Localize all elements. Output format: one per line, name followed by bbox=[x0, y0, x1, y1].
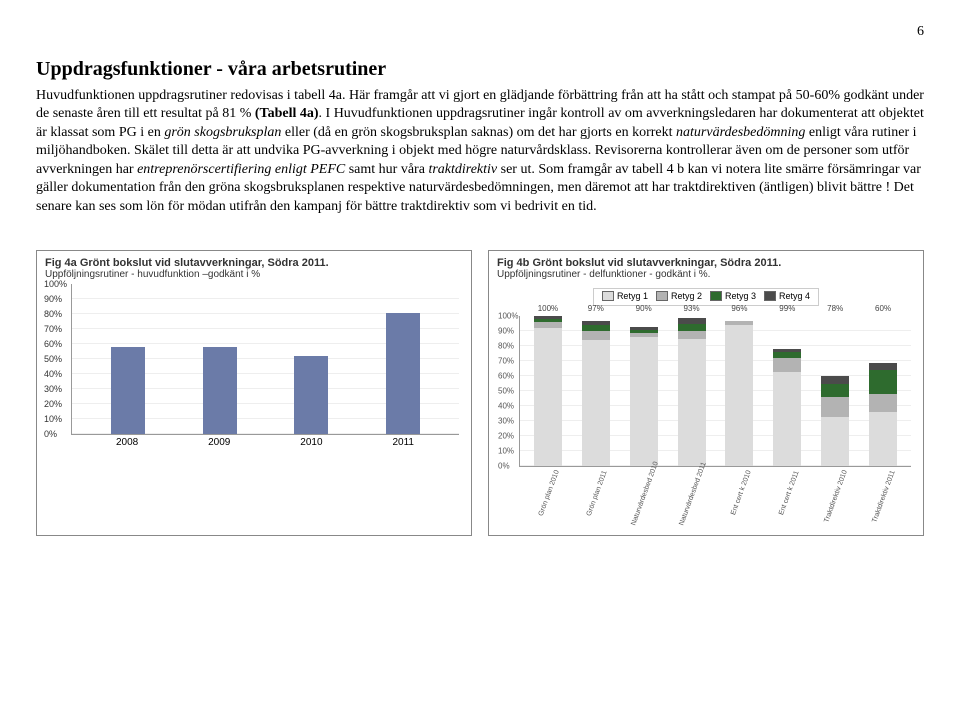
chart-4a-subtitle: Uppföljningsrutiner - huvudfunktion –god… bbox=[45, 269, 463, 280]
bar bbox=[111, 347, 145, 434]
x-label: 2010 bbox=[300, 437, 322, 448]
chart-4b-title: Fig 4b Grönt bokslut vid slutavverkninga… bbox=[497, 257, 915, 269]
chart-4a-title: Fig 4a Grönt bokslut vid slutavverkninga… bbox=[45, 257, 463, 269]
stacked-bar: 99% bbox=[773, 316, 801, 466]
bar bbox=[294, 356, 328, 434]
section-heading: Uppdragsfunktioner - våra arbetsrutiner bbox=[36, 58, 924, 81]
chart-4b-subtitle: Uppföljningsrutiner - delfunktioner - go… bbox=[497, 269, 915, 280]
page-number: 6 bbox=[36, 24, 924, 40]
chart-4a-plot: 0%10%20%30%40%50%60%70%80%90%100% bbox=[71, 284, 459, 435]
x-label: Grön plan 2011 bbox=[582, 470, 608, 527]
legend-item: Retyg 4 bbox=[764, 291, 810, 301]
stacked-bar: 100% bbox=[534, 316, 562, 466]
bar bbox=[203, 347, 237, 434]
x-label: Traktdirektiv 2011 bbox=[870, 470, 896, 527]
x-label: Ent cert k 2011 bbox=[774, 470, 800, 527]
x-label: 2009 bbox=[208, 437, 230, 448]
stacked-bar: 97% bbox=[582, 316, 610, 466]
stacked-bar: 90% bbox=[630, 316, 658, 466]
x-label: Ent cert k 2010 bbox=[726, 470, 752, 527]
stacked-bar: 93% bbox=[678, 316, 706, 466]
chart-4a: Fig 4a Grönt bokslut vid slutavverkninga… bbox=[36, 250, 472, 536]
stacked-bar: 96% bbox=[725, 316, 753, 466]
legend-item: Retyg 1 bbox=[602, 291, 648, 301]
x-label: Naturvärdesbed 2010 bbox=[630, 470, 656, 527]
chart-4b: Fig 4b Grönt bokslut vid slutavverkninga… bbox=[488, 250, 924, 536]
x-label: 2011 bbox=[392, 437, 414, 448]
bar bbox=[386, 313, 420, 435]
stacked-bar: 78% bbox=[821, 316, 849, 466]
legend-item: Retyg 2 bbox=[656, 291, 702, 301]
charts-row: Fig 4a Grönt bokslut vid slutavverkninga… bbox=[36, 250, 924, 536]
chart-4a-xlabels: 2008 2009 2010 2011 bbox=[71, 437, 459, 448]
x-label: Naturvärdesbed 2011 bbox=[678, 470, 704, 527]
x-label: 2008 bbox=[116, 437, 138, 448]
body-paragraph: Huvudfunktionen uppdragsrutiner redovisa… bbox=[36, 87, 924, 216]
x-label: Traktdirektiv 2010 bbox=[822, 470, 848, 527]
chart-4b-xlabels: Grön plan 2010 Grön plan 2011 Naturvärdesb… bbox=[519, 469, 911, 527]
stacked-bar: 60% bbox=[869, 316, 897, 466]
x-label: Grön plan 2010 bbox=[534, 470, 560, 527]
chart-4b-plot: 0%10%20%30%40%50%60%70%80%90%100%100%97%… bbox=[519, 316, 911, 467]
legend-item: Retyg 3 bbox=[710, 291, 756, 301]
